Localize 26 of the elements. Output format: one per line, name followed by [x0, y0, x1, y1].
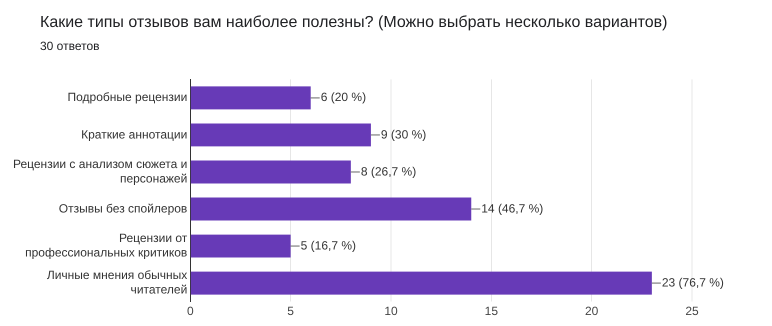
x-tick-label: 5	[287, 304, 294, 318]
x-tick-label: 25	[685, 304, 699, 318]
y-tick-label: Подробные рецензии	[68, 90, 188, 104]
data-label: 23 (76,7 %)	[662, 275, 724, 290]
chart-title: Какие типы отзывов вам наиболее полезны? (Можно выбрать несколько вариантов)	[40, 14, 668, 32]
x-tick-label: 15	[484, 304, 498, 318]
bar	[190, 160, 351, 184]
y-tick-label: Рецензии от профессиональных критиков	[25, 231, 188, 260]
x-tick-label: 10	[384, 304, 398, 318]
data-label: 5 (16,7 %)	[300, 238, 356, 252]
y-tick-label: Отзывы без спойлеров	[58, 201, 188, 216]
x-tick-label: 0	[186, 304, 194, 318]
bar	[190, 123, 371, 146]
data-label: 9 (30 %)	[380, 127, 426, 142]
y-tick-label: Рецензии с анализом сюжета и персонажей	[13, 157, 188, 186]
y-tick-label: Личные мнения обычных читателей	[46, 268, 188, 297]
data-label: 14 (46,7 %)	[481, 201, 544, 216]
bar	[190, 198, 472, 220]
bar	[190, 272, 652, 295]
data-label: 6 (20 %)	[320, 90, 366, 104]
bar	[190, 234, 291, 258]
x-tick-label: 20	[584, 304, 599, 318]
bar	[190, 86, 311, 110]
y-tick-label: Краткие аннотации	[81, 127, 188, 142]
text: 30 ответов	[40, 39, 100, 53]
data-label: 8 (26,7 %)	[360, 164, 416, 178]
